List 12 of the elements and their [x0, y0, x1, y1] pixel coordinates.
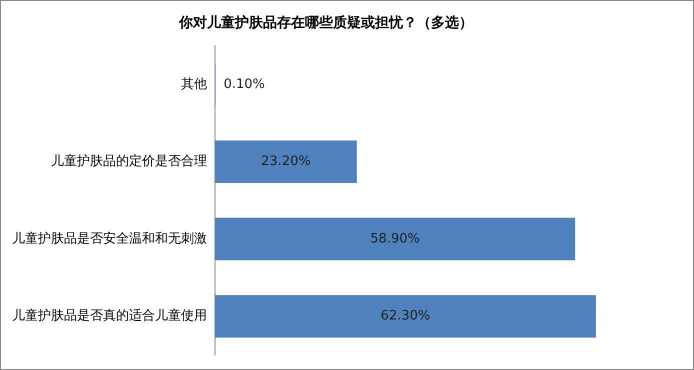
bar — [215, 140, 357, 184]
y-tick-label: 儿童护肤品是否安全温和和无刺激 — [12, 230, 207, 246]
y-tick-label: 儿童护肤品是否真的适合儿童使用 — [12, 308, 207, 324]
data-label: 62.30% — [380, 308, 430, 324]
chart-title: 你对儿童护肤品存在哪些质疑或担忧？（多选） — [178, 14, 473, 32]
y-tick-label: 儿童护肤品的定价是否合理 — [51, 153, 207, 170]
data-label: 58.90% — [370, 231, 420, 246]
bar — [215, 295, 596, 338]
bar — [215, 218, 576, 260]
y-tick-label: 其他 — [181, 76, 207, 92]
data-label: 23.20% — [261, 154, 311, 170]
data-label: 0.10% — [224, 76, 265, 92]
